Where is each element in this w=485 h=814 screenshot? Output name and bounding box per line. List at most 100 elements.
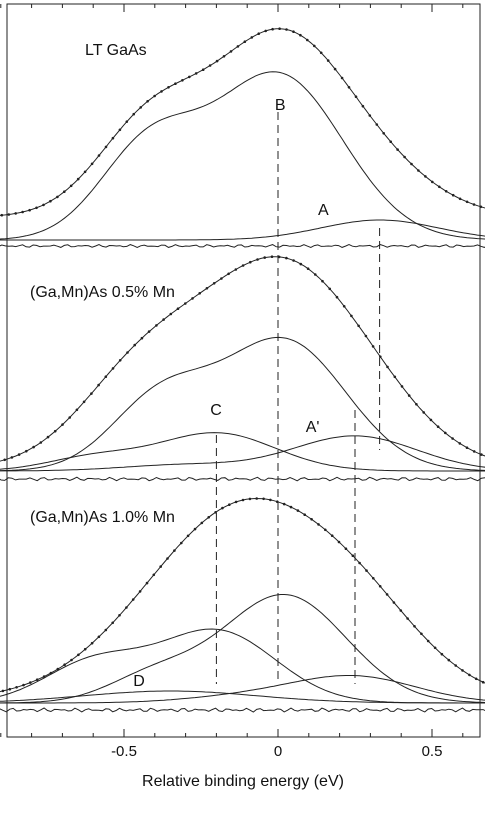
bottom-ticks: [0, 729, 464, 737]
data-point: [139, 106, 142, 109]
data-point: [201, 68, 205, 71]
data-point: [125, 606, 128, 609]
data-point: [8, 687, 12, 691]
data-point: [169, 312, 173, 316]
data-point: [255, 497, 258, 500]
data-point: [429, 418, 433, 422]
annotation-labels: LT GaAs B A (Ga,Mn)As 0.5% Mn C A' (Ga,Mn)As 1…: [30, 42, 329, 690]
data-point: [324, 528, 327, 532]
data-point: [159, 565, 162, 568]
data-point: [17, 453, 21, 456]
data-point: [276, 500, 279, 504]
data-point: [444, 190, 448, 193]
data-point: [335, 295, 339, 299]
data-point: [340, 76, 344, 80]
data-point: [68, 416, 71, 419]
data-point: [248, 497, 252, 501]
data-point: [10, 456, 14, 459]
data-point: [90, 392, 93, 395]
data-point: [436, 425, 440, 429]
peak-label: B: [275, 97, 286, 114]
data-point: [42, 203, 45, 207]
data-point: [0, 213, 4, 217]
data-point: [111, 136, 115, 140]
data-point: [385, 593, 389, 596]
data-point: [221, 506, 224, 510]
data-point: [321, 279, 324, 283]
data-point: [138, 590, 142, 593]
data-point: [162, 318, 165, 321]
component-b-lt-gaas: [0, 71, 485, 240]
data-point: [458, 442, 462, 445]
data-point: [351, 554, 355, 557]
data-point: [379, 355, 382, 359]
data-point: [241, 498, 245, 502]
data-point: [15, 686, 18, 689]
data-point: [186, 534, 190, 538]
data-point: [270, 255, 274, 258]
data-point: [326, 59, 330, 62]
top-ticks: [0, 4, 464, 12]
data-point: [83, 170, 87, 174]
data-point: [371, 345, 375, 348]
data-point: [153, 94, 156, 98]
data-point: [417, 169, 420, 172]
peak-label: C: [210, 402, 222, 419]
data-point: [215, 59, 219, 63]
data-point: [277, 255, 281, 259]
data-point: [415, 403, 418, 406]
data-point: [176, 307, 180, 311]
data-point: [285, 28, 288, 31]
spectra-curves: [0, 27, 485, 713]
data-point: [188, 75, 191, 79]
data-point: [399, 609, 403, 612]
x-axis-label: Relative binding energy (eV): [142, 773, 344, 790]
data-point: [25, 449, 28, 453]
x-tick-labels: -1.5-1.0-0.500.51.0: [111, 743, 442, 760]
data-point: [342, 305, 346, 308]
data-point: [97, 635, 101, 639]
data-point: [465, 446, 469, 450]
data-point: [35, 206, 38, 210]
data-point: [180, 541, 183, 545]
data-point: [438, 185, 441, 189]
data-point: [191, 297, 194, 300]
data-point: [212, 282, 216, 285]
data-point: [264, 29, 268, 33]
data-point: [234, 268, 238, 271]
data-point: [328, 287, 332, 291]
data-point: [431, 180, 434, 184]
data-point: [229, 50, 233, 53]
data-point: [314, 273, 317, 276]
peak-label: A: [318, 202, 329, 219]
data-point: [220, 277, 223, 280]
data-point: [166, 557, 169, 560]
data-point: [468, 673, 471, 677]
data-point: [447, 658, 451, 662]
component-a-prime-0-5-mn: [0, 435, 485, 472]
data-point: [82, 400, 86, 404]
data-point: [337, 540, 341, 544]
data-point: [313, 44, 316, 48]
data-point: [461, 669, 464, 672]
data-point: [83, 647, 87, 651]
component-main-1-0-mn: [0, 594, 485, 704]
data-point: [303, 513, 307, 516]
data-point: [375, 123, 379, 126]
data-point: [111, 367, 115, 370]
x-tick-label: -0.5: [111, 743, 137, 760]
data-point: [193, 527, 197, 531]
data-point: [125, 120, 129, 123]
data-point: [104, 145, 108, 149]
data-point: [361, 104, 365, 108]
data-point: [292, 30, 295, 33]
data-point: [378, 585, 382, 588]
residual-0-5-mn: [0, 476, 485, 482]
peak-label: D: [133, 673, 145, 690]
data-point: [194, 72, 198, 75]
data-point: [465, 200, 469, 204]
data-point: [205, 287, 209, 290]
data-point: [234, 500, 238, 504]
data-point: [285, 256, 288, 260]
total-spectrum-1-0-mn: [0, 497, 485, 693]
